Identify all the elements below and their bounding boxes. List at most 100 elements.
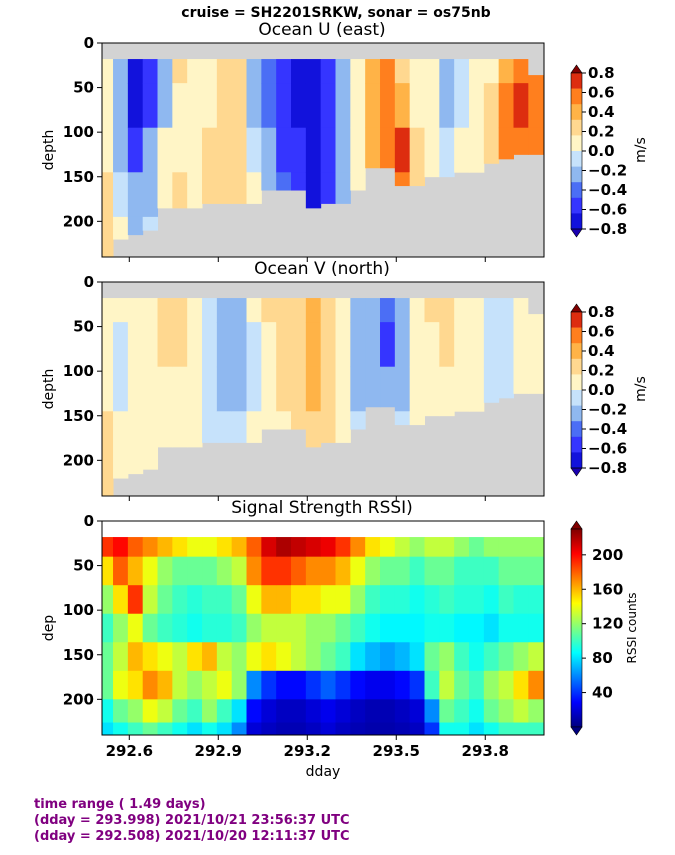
heatmap-cell [469,585,485,615]
heatmap-cell [216,83,233,129]
heatmap-cell [483,127,500,164]
heatmap-cell [365,322,381,368]
heatmap-cell [157,642,173,672]
heatmap-cell [231,172,248,204]
heatmap-cell [439,585,455,615]
heatmap-cell [187,537,203,558]
heatmap-cell [498,83,514,129]
heatmap-cell [380,556,396,586]
heatmap-cell [261,722,277,736]
heatmap-cell [276,83,292,129]
y-tick-label: 200 [63,690,94,708]
heatmap-cell [187,722,203,736]
heatmap-cell [102,670,114,700]
heatmap-cell [127,172,144,218]
heatmap-cell [261,127,277,173]
heatmap-cell [350,298,366,323]
x-axis-ticks [128,496,486,501]
colorbar-tick-label: 160 [592,580,623,598]
heatmap-cell [231,585,248,615]
heatmap-cell [291,59,307,84]
heatmap-cell [261,699,277,723]
heatmap-cell [202,699,218,723]
heatmap-cell [187,59,203,84]
heatmap-cell [246,537,262,558]
heatmap-cell [305,585,322,615]
heatmap-cell [127,127,144,173]
heatmap-cell [365,670,381,700]
heatmap-cell [380,613,396,643]
heatmap-cell [305,83,322,129]
colorbar-tick-label: 0.6 [588,323,615,341]
heatmap-cell [276,670,292,700]
heatmap-cell [439,556,455,586]
heatmap-cell [380,59,396,84]
x-tick-label: 293.2 [284,742,331,760]
heatmap-cell [113,59,129,84]
heatmap-cell [202,83,218,129]
y-tick-label: 100 [63,362,94,380]
colorbar-swatch [571,421,582,438]
heatmap-cell [113,585,129,615]
heatmap-cell [231,59,248,84]
heatmap-cell [202,411,218,443]
heatmap-cell [202,613,218,643]
heatmap-cell [187,366,203,412]
heatmap-cell [216,722,233,736]
heatmap-cell [528,642,544,672]
heatmap-cell [127,722,144,736]
heatmap-cell [439,172,455,178]
heatmap-cell [350,613,366,643]
heatmap-cell [305,670,322,700]
heatmap-cell [187,670,203,700]
heatmap-cell [409,613,425,643]
heatmap-cell [246,411,262,443]
heatmap-cell [246,322,262,368]
heatmap-cell [142,455,159,470]
heatmap-cell [394,556,411,586]
heatmap-cell [102,366,114,412]
heatmap-cell [187,642,203,672]
heatmap-cell [424,298,440,323]
heatmap-cell [513,670,529,700]
heatmap-cell [439,366,455,412]
heatmap-cell [528,699,544,723]
heatmap-cell [172,411,188,448]
heatmap-cell [102,537,114,558]
heatmap-cell [498,699,514,723]
y-tick-label: 0 [84,34,94,52]
heatmap-cell [483,537,500,558]
colorbar-tick-label: 0.8 [588,64,615,82]
heatmap-cell [231,83,248,129]
heatmap-cell [157,670,173,700]
footer-line: (dday = 292.508) 2021/10/20 12:11:37 UTC [34,829,350,844]
heatmap-cell [246,556,262,586]
heatmap-cell [350,322,366,368]
heatmap-cell [172,322,188,368]
heatmap-cell [102,127,114,173]
heatmap-cell [305,699,322,723]
heatmap-cell [113,613,129,643]
heatmap-cell [261,585,277,615]
heatmap-cell [113,455,129,479]
colorbar-tick-label: 0.2 [588,362,615,380]
heatmap-cell [172,59,188,84]
heatmap-cell [483,699,500,723]
heatmap-cell [498,127,514,160]
heatmap-cell [365,613,381,643]
heatmap-cell [142,642,159,672]
colorbar-extend-min [570,467,583,477]
heatmap-cell [483,722,500,736]
heatmap-cell [439,298,455,323]
heatmap-cell [142,216,159,231]
heatmap-cell [216,298,233,323]
colorbar-swatch [571,73,582,89]
heatmap-cell [498,670,514,700]
heatmap-cell [335,537,351,558]
heatmap-cell [187,585,203,615]
heatmap-cell [172,366,188,412]
colorbar-tick-label: 40 [592,684,613,702]
colorbar-tick-label: −0.6 [588,201,627,219]
heatmap-cell [424,699,440,723]
heatmap-cell [261,537,277,558]
